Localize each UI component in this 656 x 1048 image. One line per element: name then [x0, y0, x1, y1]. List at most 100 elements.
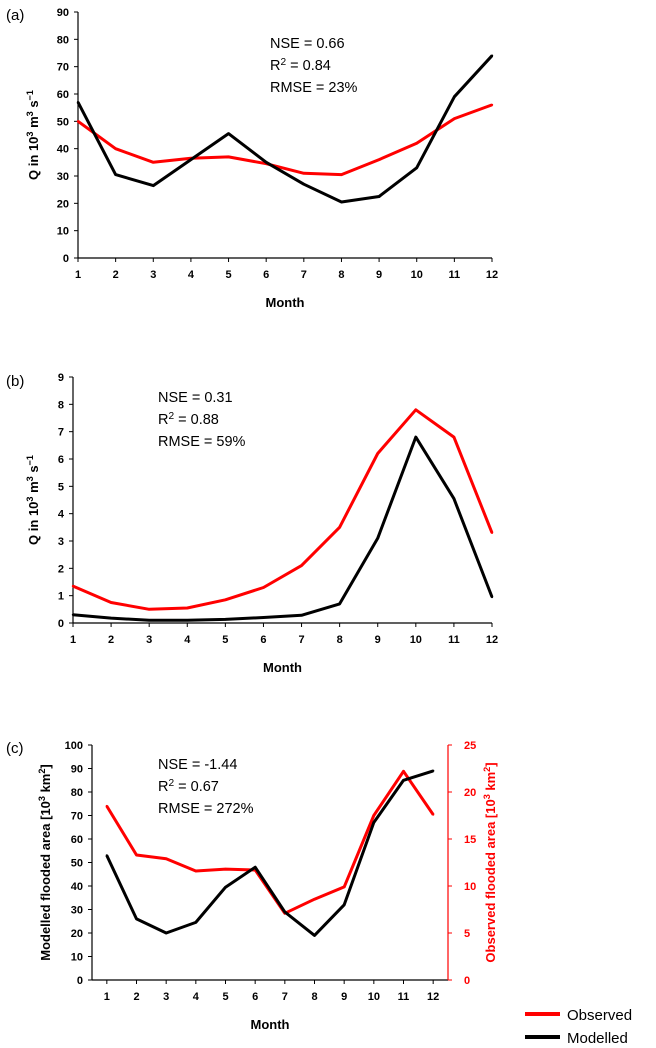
y-tick-label: 9: [58, 372, 64, 384]
data-point-observed: [452, 435, 456, 439]
data-point-observed: [302, 172, 306, 175]
y-tick-label: 20: [71, 928, 83, 940]
x-tick-label: 2: [133, 991, 139, 1003]
data-point-modelled: [452, 497, 456, 500]
stat-annotation: NSE = 0.31: [158, 390, 233, 406]
x-tick-label: 12: [486, 634, 498, 646]
series-line-modelled: [105, 769, 434, 937]
data-point-observed: [262, 586, 265, 589]
x-tick-label: 1: [70, 634, 76, 646]
data-point-modelled: [402, 779, 405, 782]
data-point-modelled: [227, 132, 230, 135]
data-point-observed: [152, 161, 155, 164]
x-tick-label: 8: [337, 634, 343, 646]
x-tick-label: 8: [338, 269, 344, 281]
data-point-modelled: [313, 934, 316, 937]
y2-tick-label: 20: [464, 787, 476, 799]
data-point-modelled: [338, 602, 341, 606]
y-tick-label: 60: [71, 834, 83, 846]
data-point-modelled: [71, 613, 75, 616]
data-point-observed: [114, 147, 117, 150]
y-tick-label: 10: [71, 952, 83, 964]
x-axis-title: Month: [263, 660, 302, 675]
x-tick-label: 11: [448, 634, 460, 646]
data-point-modelled: [253, 866, 257, 869]
data-point-modelled: [490, 54, 494, 57]
y-tick-label: 2: [58, 563, 64, 575]
stat-annotation: RMSE = 59%: [158, 434, 246, 450]
y-axis-title: Q in 103 m3 s−1: [25, 455, 41, 545]
y-tick-label: 0: [63, 253, 69, 265]
y2-tick-label: 10: [464, 881, 476, 893]
y-tick-label: 100: [65, 740, 83, 752]
data-point-modelled: [340, 200, 343, 204]
x-tick-label: 3: [163, 991, 169, 1003]
x-tick-label: 3: [146, 634, 152, 646]
data-point-observed: [76, 120, 80, 123]
data-point-modelled: [431, 769, 435, 773]
y-tick-label: 0: [77, 975, 83, 987]
x-tick-label: 11: [449, 269, 461, 281]
stat-annotation: R2 = 0.67: [158, 778, 219, 796]
x-tick-label: 2: [108, 634, 114, 646]
data-point-modelled: [342, 903, 346, 906]
data-point-observed: [105, 804, 109, 808]
y-tick-label: 80: [71, 787, 83, 799]
data-point-modelled: [105, 854, 109, 857]
y2-tick-label: 15: [464, 834, 476, 846]
data-point-observed: [194, 869, 198, 873]
x-tick-label: 9: [376, 269, 382, 281]
y-tick-label: 7: [58, 427, 64, 439]
data-point-modelled: [264, 161, 268, 164]
x-tick-label: 10: [411, 269, 423, 281]
x-tick-label: 8: [311, 991, 317, 1003]
data-point-observed: [415, 142, 418, 145]
data-point-observed: [402, 770, 405, 773]
stat-annotation: NSE = 0.66: [270, 36, 345, 52]
data-point-modelled: [490, 595, 494, 599]
y-tick-label: 70: [57, 62, 69, 74]
data-point-observed: [453, 117, 456, 120]
y-tick-label: 50: [57, 116, 69, 128]
x-tick-label: 9: [341, 991, 347, 1003]
stat-annotation: R2 = 0.88: [158, 411, 219, 429]
data-point-observed: [224, 598, 227, 601]
data-point-modelled: [224, 618, 227, 621]
y2-tick-label: 25: [464, 740, 476, 752]
x-tick-label: 10: [410, 634, 422, 646]
series-line-observed: [72, 408, 494, 611]
y2-tick-label: 5: [464, 928, 470, 940]
x-tick-label: 2: [113, 269, 119, 281]
x-axis-title: Month: [251, 1017, 290, 1032]
panel-label: (b): [6, 373, 24, 390]
x-tick-label: 5: [222, 991, 228, 1003]
x-tick-label: 7: [282, 991, 288, 1003]
x-tick-label: 3: [150, 269, 156, 281]
y-tick-label: 20: [57, 198, 69, 210]
y-tick-label: 4: [58, 509, 65, 521]
x-tick-label: 9: [375, 634, 381, 646]
x-tick-label: 5: [222, 634, 228, 646]
stat-annotation: RMSE = 23%: [270, 80, 358, 96]
panel-label: (c): [6, 740, 24, 757]
y-tick-label: 40: [71, 881, 83, 893]
y-tick-label: 30: [71, 905, 83, 917]
data-point-modelled: [147, 619, 151, 622]
series-line-modelled: [76, 54, 494, 204]
x-tick-label: 4: [184, 634, 191, 646]
data-point-modelled: [152, 184, 155, 187]
series-line-modelled: [72, 435, 494, 622]
data-point-modelled: [377, 195, 381, 198]
data-point-observed: [376, 452, 379, 455]
y-axis-title: Q in 103 m3 s−1: [25, 90, 41, 180]
data-point-modelled: [186, 619, 189, 622]
data-point-observed: [340, 173, 343, 176]
data-point-modelled: [189, 158, 193, 161]
data-point-observed: [224, 867, 227, 871]
panel-label: (a): [6, 7, 24, 24]
data-point-modelled: [414, 435, 418, 439]
data-point-modelled: [453, 95, 456, 98]
y-axis-title: Modelled flooded area [103 km2]: [37, 764, 53, 961]
